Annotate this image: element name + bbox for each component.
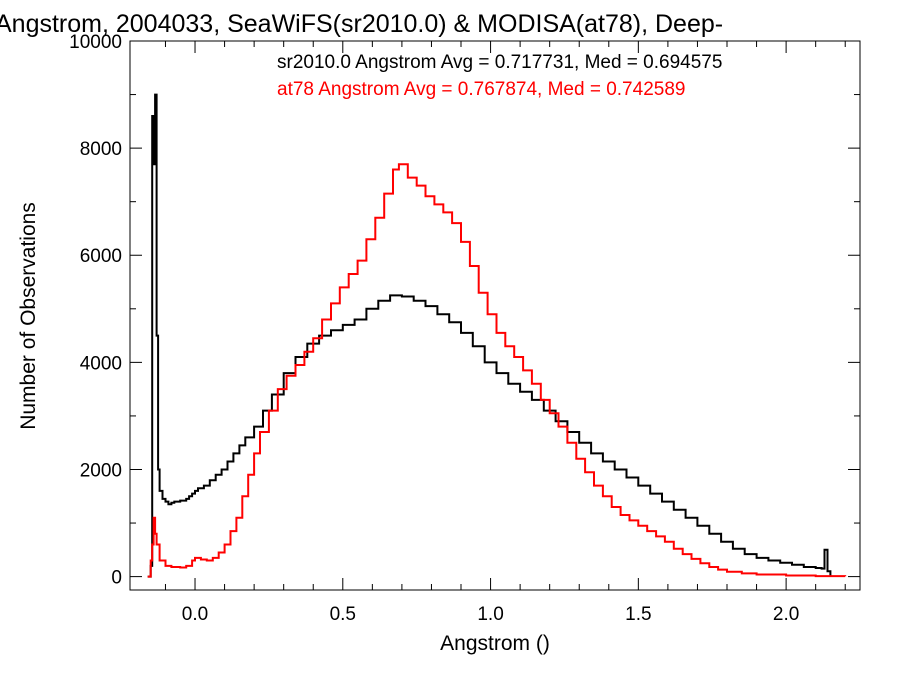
annotation-sr2010: sr2010.0 Angstrom Avg = 0.717731, Med = …: [277, 52, 722, 73]
x-axis-label: Angstrom (): [440, 632, 550, 655]
y-tick-label-2: 4000: [80, 353, 122, 374]
y-tick-label-3: 6000: [80, 246, 122, 267]
x-tick-label-4: 2.0: [773, 604, 799, 625]
series-sr2010-0-line: [147, 93, 832, 578]
y-axis-label: Number of Observations: [17, 202, 40, 430]
y-tick-label-0: 0: [111, 568, 122, 589]
y-tick-label-5: 10000: [69, 32, 122, 53]
x-tick-label-2: 1.0: [477, 604, 503, 625]
chart-title: Angstrom, 2004033, SeaWiFS(sr2010.0) & M…: [0, 10, 723, 38]
x-tick-label-1: 0.5: [330, 604, 356, 625]
plot-frame: [129, 40, 861, 591]
x-tick-label-0: 0.0: [182, 604, 208, 625]
ticks-layer: 0.0 0.5 1.0 1.5 2.0 0 2000 4000 6000 8000 10000: [69, 32, 860, 625]
y-tick-label-1: 2000: [80, 460, 122, 481]
series-layer: [147, 93, 847, 578]
y-tick-label-4: 8000: [80, 139, 122, 160]
annotation-at78: at78 Angstrom Avg = 0.767874, Med = 0.74…: [277, 79, 685, 100]
x-tick-label-3: 1.5: [625, 604, 651, 625]
series-at78-line: [147, 163, 847, 578]
